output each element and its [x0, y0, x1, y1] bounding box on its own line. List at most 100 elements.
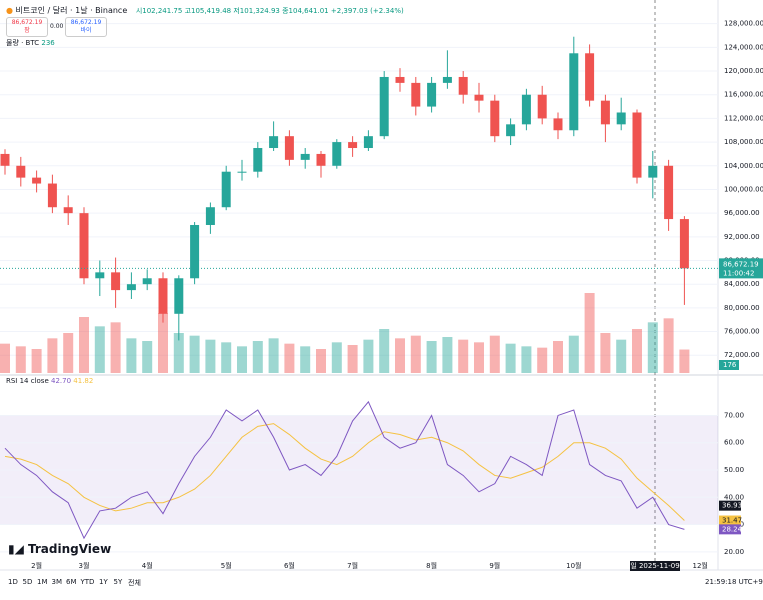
- range-button[interactable]: 1M: [37, 578, 48, 586]
- candle-body: [521, 94, 531, 125]
- volume-bar: [458, 339, 469, 373]
- volume-bar: [347, 345, 358, 373]
- last-label-box: [719, 524, 741, 535]
- volume-bar: [363, 339, 374, 373]
- range-button[interactable]: YTD: [80, 578, 95, 586]
- volume-bar: [521, 346, 532, 373]
- x-tick-label: 8월: [426, 561, 437, 570]
- candle-body: [190, 224, 200, 279]
- volume-bar: [31, 349, 42, 373]
- candle-body: [332, 142, 342, 166]
- candle-body: [348, 142, 358, 149]
- range-button[interactable]: 전체: [128, 579, 141, 587]
- volume-bar: [553, 341, 563, 373]
- volume-bar: [158, 313, 168, 373]
- volume-bar: [205, 339, 216, 373]
- y-tick-label: 92,000.00: [724, 233, 760, 241]
- volume-value: 236: [41, 39, 55, 47]
- logo-text: TradingView: [28, 542, 112, 556]
- volume-bar: [173, 333, 184, 373]
- candle-body: [253, 148, 263, 172]
- candle-body: [379, 76, 389, 137]
- y-tick-label: 72,000.00: [724, 351, 760, 359]
- change: +2,397.03 (+2.34%): [330, 7, 404, 15]
- candle-body: [63, 207, 73, 214]
- volume-bar: [505, 343, 516, 373]
- y-tick-label: 50.00: [724, 466, 744, 474]
- volume-legend: 물량 · BTC 236: [6, 38, 55, 48]
- volume-box: [719, 360, 739, 370]
- y-tick-label: 60.00: [724, 439, 744, 447]
- candle-body: [126, 284, 136, 291]
- range-button[interactable]: 6M: [66, 578, 77, 586]
- y-tick-label: 104,000.00: [724, 162, 763, 170]
- countdown: 11:00:42: [723, 269, 754, 277]
- candle-body: [205, 207, 215, 225]
- volume-bar: [395, 338, 405, 373]
- candle-body: [79, 213, 89, 279]
- candle-body: [490, 100, 500, 137]
- y-tick-label: 116,000.00: [724, 91, 763, 99]
- range-button[interactable]: 1D: [8, 578, 18, 586]
- volume-last-label: 176: [723, 361, 737, 369]
- y-tick-label: 100,000.00: [724, 185, 763, 193]
- y-tick-label: 108,000.00: [724, 138, 763, 146]
- date-box: [630, 561, 680, 571]
- open: 시102,241.75: [135, 7, 183, 15]
- sell-button[interactable]: 86,672.19 팜: [6, 17, 48, 37]
- close: 종104,641.01: [282, 7, 329, 15]
- candle-body: [32, 177, 42, 184]
- last-price-label: 86,672.19: [723, 260, 759, 268]
- rsi-line: [4, 423, 685, 521]
- low: 저101,324.93: [233, 7, 280, 15]
- volume-bar: [568, 335, 579, 373]
- range-button[interactable]: 1Y: [99, 578, 108, 586]
- candle-body: [506, 124, 516, 137]
- volume-bar: [584, 293, 595, 373]
- volume-bar: [647, 322, 658, 373]
- volume-bar: [268, 338, 279, 373]
- volume-bar: [300, 346, 311, 373]
- buy-button[interactable]: 86,672.19 바이: [65, 17, 107, 37]
- volume-bar: [63, 333, 74, 373]
- high: 고105,419.48: [184, 7, 232, 15]
- clock: 21:59:18 UTC+9: [705, 578, 763, 586]
- volume-bar: [189, 335, 200, 373]
- sell-label: 팜: [24, 27, 30, 34]
- volume-bar: [474, 342, 484, 373]
- ma-label-box: [719, 515, 741, 526]
- y-tick-label: 124,000.00: [724, 43, 763, 51]
- x-tick-label: 5월: [221, 561, 232, 570]
- candle-body: [411, 82, 421, 107]
- volume-bar: [142, 341, 153, 373]
- candle-body: [316, 153, 326, 166]
- x-tick-label: 2월: [31, 561, 42, 570]
- candle-body: [221, 171, 231, 208]
- x-tick-label: 7월: [347, 561, 358, 570]
- volume-bar: [410, 335, 421, 373]
- range-button[interactable]: 5Y: [113, 578, 123, 586]
- range-button[interactable]: 5D: [22, 578, 33, 586]
- candle-body: [237, 171, 247, 173]
- candle-body: [284, 136, 294, 160]
- candle-body: [585, 53, 595, 101]
- y-tick-label: 40.00: [724, 493, 744, 501]
- volume-bar: [663, 318, 674, 373]
- y-tick-label: 84,000.00: [724, 280, 760, 288]
- range-button[interactable]: 3M: [51, 578, 63, 586]
- y-tick-label: 20.00: [724, 548, 744, 556]
- candle-body: [427, 82, 437, 107]
- candle-body: [553, 118, 563, 131]
- volume-bar: [316, 349, 326, 373]
- symbol-info: ● 비트코인 / 달러 · 1날 · Binance 시102,241.75 고…: [6, 6, 404, 15]
- last-label: 28.24: [722, 525, 743, 533]
- x-tick-label: 4월: [142, 561, 153, 570]
- candle-body: [664, 165, 674, 220]
- y-tick-label: 112,000.00: [724, 114, 763, 122]
- volume-bar: [616, 339, 627, 373]
- volume-bar: [489, 335, 500, 373]
- volume-bar: [15, 346, 26, 373]
- volume-bar: [537, 347, 548, 373]
- buy-price: 86,672.19: [70, 19, 102, 26]
